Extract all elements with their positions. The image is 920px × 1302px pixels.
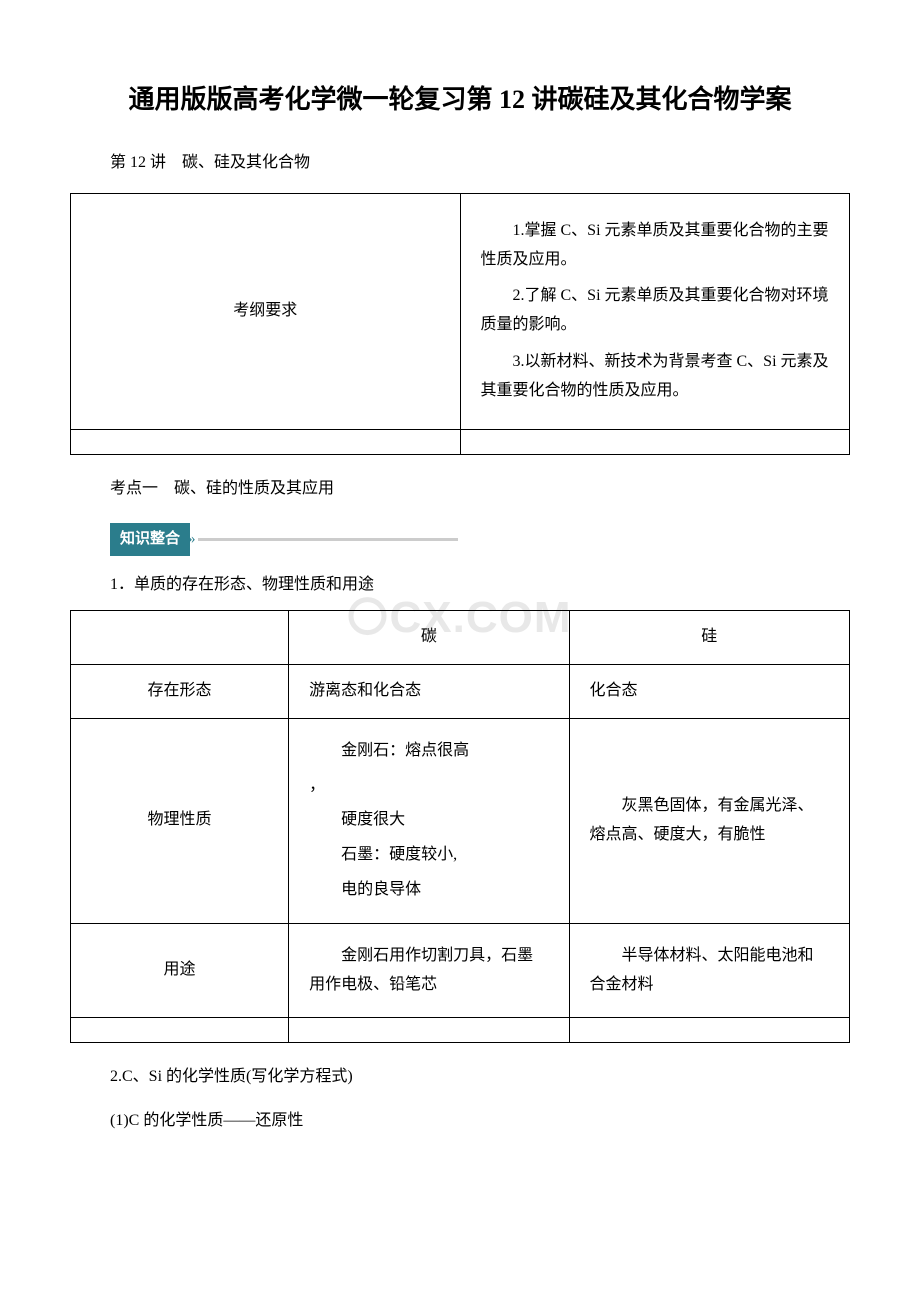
requirement-item: 2.了解 C、Si 元素单质及其重要化合物对环境质量的影响。 <box>481 282 830 340</box>
empty-cell <box>289 1018 569 1043</box>
table-row-empty <box>71 1018 850 1043</box>
requirement-item: 3.以新材料、新技术为背景考查 C、Si 元素及其重要化合物的性质及应用。 <box>481 348 830 406</box>
watermark-container: CX.COM 1．单质的存在形态、物理性质和用途 <box>70 571 850 600</box>
section-subheading: 2.C、Si 的化学性质(写化学方程式) <box>110 1063 850 1092</box>
requirements-content-cell: 1.掌握 C、Si 元素单质及其重要化合物的主要性质及应用。 2.了解 C、Si… <box>460 193 850 429</box>
table-row-empty <box>71 429 850 454</box>
property-line: 金刚石用作切割刀具，石墨用作电极、铅笔芯 <box>309 942 548 1000</box>
property-line: 石墨：硬度较小, <box>309 841 548 870</box>
empty-cell <box>71 429 461 454</box>
row-label-cell: 用途 <box>71 923 289 1018</box>
chevron-icon: » <box>188 526 193 553</box>
properties-table: 碳 硅 存在形态 游离态和化合态 化合态 物理性质 金刚石：熔点很高 ， 硬度很… <box>70 610 850 1043</box>
section-subheading: (1)C 的化学性质——还原性 <box>110 1107 850 1136</box>
silicon-cell: 灰黑色固体，有金属光泽、熔点高、硬度大，有脆性 <box>569 718 849 923</box>
empty-cell <box>71 1018 289 1043</box>
property-line: 金刚石：熔点很高 <box>309 737 548 766</box>
header-cell: 硅 <box>569 611 849 665</box>
requirement-item: 1.掌握 C、Si 元素单质及其重要化合物的主要性质及应用。 <box>481 217 830 275</box>
knowledge-label: 知识整合 <box>110 523 190 556</box>
document-title: 通用版版高考化学微一轮复习第 12 讲碳硅及其化合物学案 <box>70 80 850 119</box>
table-header-row: 碳 硅 <box>71 611 850 665</box>
empty-cell <box>460 429 850 454</box>
header-cell <box>71 611 289 665</box>
silicon-cell: 化合态 <box>569 664 849 718</box>
banner-line <box>198 538 458 541</box>
carbon-cell: 游离态和化合态 <box>289 664 569 718</box>
table-row: 存在形态 游离态和化合态 化合态 <box>71 664 850 718</box>
table-row: 用途 金刚石用作切割刀具，石墨用作电极、铅笔芯 半导体材料、太阳能电池和合金材料 <box>71 923 850 1018</box>
section-heading: 考点一 碳、硅的性质及其应用 <box>110 475 850 504</box>
property-line: 灰黑色固体，有金属光泽、熔点高、硬度大，有脆性 <box>590 792 829 850</box>
requirements-table: 考纲要求 1.掌握 C、Si 元素单质及其重要化合物的主要性质及应用。 2.了解… <box>70 193 850 455</box>
section-subheading: 1．单质的存在形态、物理性质和用途 <box>110 571 850 600</box>
lecture-subtitle: 第 12 讲 碳、硅及其化合物 <box>110 149 850 178</box>
property-line: 硬度很大 <box>309 806 548 835</box>
carbon-cell: 金刚石用作切割刀具，石墨用作电极、铅笔芯 <box>289 923 569 1018</box>
row-label-cell: 物理性质 <box>71 718 289 923</box>
carbon-cell: 金刚石：熔点很高 ， 硬度很大 石墨：硬度较小, 电的良导体 <box>289 718 569 923</box>
header-cell: 碳 <box>289 611 569 665</box>
property-line: 半导体材料、太阳能电池和合金材料 <box>590 942 829 1000</box>
requirements-label-cell: 考纲要求 <box>71 193 461 429</box>
property-line: ， <box>309 772 548 801</box>
silicon-cell: 半导体材料、太阳能电池和合金材料 <box>569 923 849 1018</box>
knowledge-banner: 知识整合 » <box>110 523 850 556</box>
property-line: 电的良导体 <box>309 876 548 905</box>
table-row: 物理性质 金刚石：熔点很高 ， 硬度很大 石墨：硬度较小, 电的良导体 灰黑色固… <box>71 718 850 923</box>
row-label-cell: 存在形态 <box>71 664 289 718</box>
table-row: 考纲要求 1.掌握 C、Si 元素单质及其重要化合物的主要性质及应用。 2.了解… <box>71 193 850 429</box>
empty-cell <box>569 1018 849 1043</box>
